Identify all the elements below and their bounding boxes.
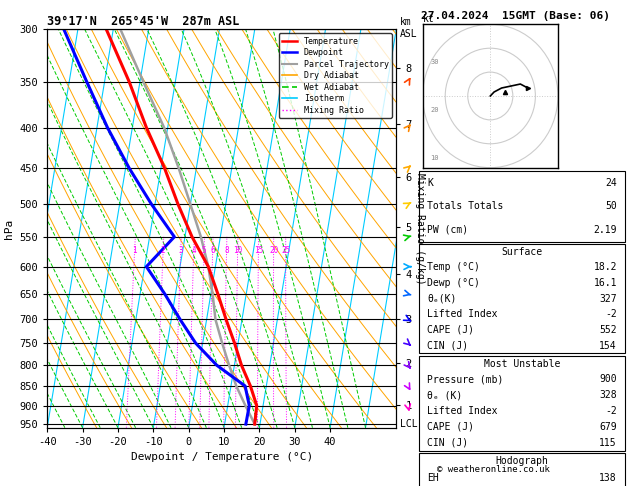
Text: Lifted Index: Lifted Index <box>427 309 498 319</box>
Text: 27.04.2024  15GMT (Base: 06): 27.04.2024 15GMT (Base: 06) <box>421 11 610 21</box>
Text: 24: 24 <box>605 178 617 188</box>
Text: 3: 3 <box>178 246 183 255</box>
Text: 679: 679 <box>599 422 617 432</box>
Text: 1: 1 <box>132 246 136 255</box>
Text: 25: 25 <box>281 246 291 255</box>
Text: 552: 552 <box>599 325 617 335</box>
Text: 18.2: 18.2 <box>594 262 617 273</box>
Text: 20: 20 <box>430 107 438 113</box>
Text: -2: -2 <box>605 309 617 319</box>
Text: 10: 10 <box>233 246 242 255</box>
Text: Totals Totals: Totals Totals <box>427 201 504 211</box>
Text: 900: 900 <box>599 374 617 384</box>
Text: Lifted Index: Lifted Index <box>427 406 498 416</box>
Text: 4: 4 <box>191 246 196 255</box>
Text: 5: 5 <box>202 246 206 255</box>
Text: CAPE (J): CAPE (J) <box>427 325 474 335</box>
Text: 138: 138 <box>599 473 617 484</box>
Text: Pressure (mb): Pressure (mb) <box>427 374 504 384</box>
Text: 154: 154 <box>599 341 617 350</box>
Text: km
ASL: km ASL <box>400 17 418 38</box>
Text: θₑ (K): θₑ (K) <box>427 390 462 400</box>
Text: 39°17'N  265°45'W  287m ASL: 39°17'N 265°45'W 287m ASL <box>47 15 240 28</box>
Text: 2: 2 <box>160 246 165 255</box>
Text: CAPE (J): CAPE (J) <box>427 422 474 432</box>
Text: 2.19: 2.19 <box>594 225 617 235</box>
Text: θₑ(K): θₑ(K) <box>427 294 457 304</box>
Text: CIN (J): CIN (J) <box>427 341 469 350</box>
Text: Dewp (°C): Dewp (°C) <box>427 278 480 288</box>
Text: EH: EH <box>427 473 439 484</box>
Text: © weatheronline.co.uk: © weatheronline.co.uk <box>437 465 550 474</box>
Text: Most Unstable: Most Unstable <box>484 359 560 369</box>
Text: Temp (°C): Temp (°C) <box>427 262 480 273</box>
Text: 20: 20 <box>269 246 278 255</box>
X-axis label: Dewpoint / Temperature (°C): Dewpoint / Temperature (°C) <box>131 452 313 462</box>
Text: 30: 30 <box>430 59 438 65</box>
Text: 327: 327 <box>599 294 617 304</box>
Text: 328: 328 <box>599 390 617 400</box>
Legend: Temperature, Dewpoint, Parcel Trajectory, Dry Adiabat, Wet Adiabat, Isotherm, Mi: Temperature, Dewpoint, Parcel Trajectory… <box>279 34 392 118</box>
Text: PW (cm): PW (cm) <box>427 225 469 235</box>
Text: Surface: Surface <box>501 247 543 257</box>
Text: 115: 115 <box>599 437 617 448</box>
Text: Hodograph: Hodograph <box>496 456 548 467</box>
Text: K: K <box>427 178 433 188</box>
Text: 15: 15 <box>253 246 263 255</box>
Text: 16.1: 16.1 <box>594 278 617 288</box>
Y-axis label: hPa: hPa <box>4 218 14 239</box>
Text: 8: 8 <box>224 246 229 255</box>
Text: 10: 10 <box>430 155 438 161</box>
Text: LCL: LCL <box>400 419 418 429</box>
Y-axis label: Mixing Ratio (g/kg): Mixing Ratio (g/kg) <box>415 173 425 284</box>
Text: CIN (J): CIN (J) <box>427 437 469 448</box>
Text: kt: kt <box>423 14 435 24</box>
Text: 50: 50 <box>605 201 617 211</box>
Text: -2: -2 <box>605 406 617 416</box>
Text: 6: 6 <box>210 246 215 255</box>
